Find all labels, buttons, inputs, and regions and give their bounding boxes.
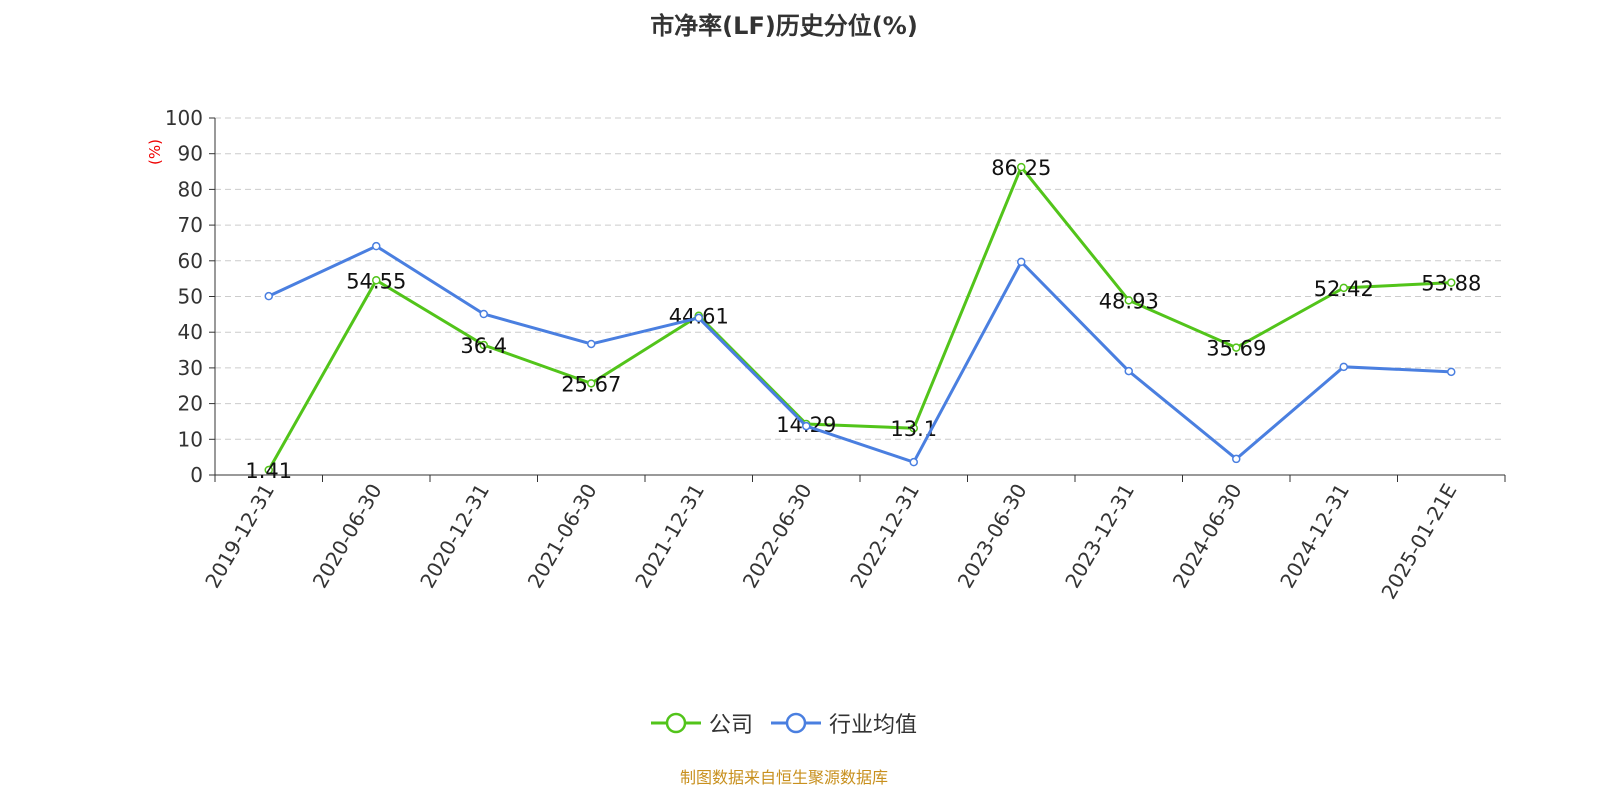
data-label: 86.25: [991, 156, 1051, 180]
data-label: 54.55: [346, 269, 406, 293]
y-tick-label: 10: [178, 427, 203, 451]
x-tick-label: 2020-06-30: [308, 480, 387, 593]
data-point: [1232, 343, 1241, 352]
data-point: [264, 291, 273, 301]
data-point: [479, 309, 488, 319]
data-point: [264, 465, 273, 475]
data-point: [1339, 362, 1348, 372]
data-point: [587, 379, 596, 388]
data-point: [1017, 162, 1026, 172]
data-point: [1447, 367, 1456, 377]
data-point: [1339, 283, 1348, 293]
x-tick-label: 2022-06-30: [738, 480, 817, 593]
x-tick-label: 2024-06-30: [1168, 480, 1247, 593]
x-tick-label: 2021-12-31: [630, 480, 709, 593]
y-tick-label: 90: [178, 142, 203, 166]
data-label: 52.42: [1314, 277, 1374, 301]
data-label: 1.41: [245, 459, 292, 483]
x-tick-label: 2025-01-21E: [1376, 480, 1461, 604]
y-tick-label: 20: [178, 392, 203, 416]
data-label: 48.93: [1099, 289, 1159, 313]
x-tick-label: 2023-06-30: [953, 480, 1032, 593]
data-point: [372, 276, 381, 285]
y-axis-label: (%): [146, 139, 164, 165]
data-point: [587, 339, 596, 349]
x-tick-label: 2021-06-30: [523, 480, 602, 593]
y-tick-label: 80: [178, 177, 203, 201]
legend-marker-icon: [650, 712, 701, 734]
legend-label: 公司: [708, 713, 753, 738]
data-point: [479, 340, 488, 350]
x-tick-label: 2022-12-31: [845, 480, 924, 593]
source-note: 制图数据来自恒生聚源数据库: [679, 768, 888, 787]
series-line-0: [267, 164, 1452, 471]
data-point: [1124, 296, 1133, 305]
data-point: [802, 421, 811, 431]
data-point: [909, 457, 918, 467]
chart-title: 市净率(LF)历史分位(%): [650, 12, 918, 40]
data-point: [1232, 454, 1241, 464]
data-point: [1017, 257, 1026, 267]
series-line-1: [268, 244, 1452, 464]
data-label: 53.88: [1421, 272, 1481, 296]
legend-label: 行业均值: [829, 713, 918, 738]
legend-item[interactable]: 公司: [650, 707, 753, 739]
legend: 公司 行业均值: [0, 707, 1568, 739]
data-point: [1447, 278, 1456, 287]
x-tick-label: 2024-12-31: [1275, 480, 1354, 593]
y-tick-label: 60: [178, 249, 203, 273]
data-label: 35.69: [1206, 337, 1266, 361]
x-tick-label: 2020-12-31: [415, 480, 494, 593]
legend-marker-icon: [771, 712, 821, 734]
x-tick-label: 2023-12-31: [1060, 480, 1139, 593]
y-tick-label: 30: [178, 356, 203, 380]
y-tick-label: 100: [165, 106, 203, 130]
x-tick-label: 2019-12-31: [200, 480, 279, 593]
data-label: 36.4: [460, 334, 507, 358]
data-label: 25.67: [561, 372, 621, 396]
data-point: [1124, 366, 1133, 376]
y-tick-label: 50: [178, 285, 203, 309]
data-label: 13.1: [890, 417, 937, 441]
data-point: [909, 423, 918, 433]
y-tick-label: 0: [190, 463, 203, 487]
data-point: [372, 241, 381, 251]
y-tick-label: 40: [178, 320, 203, 344]
data-point: [694, 313, 703, 323]
legend-item[interactable]: 行业均值: [771, 707, 917, 739]
y-tick-label: 70: [178, 213, 203, 237]
